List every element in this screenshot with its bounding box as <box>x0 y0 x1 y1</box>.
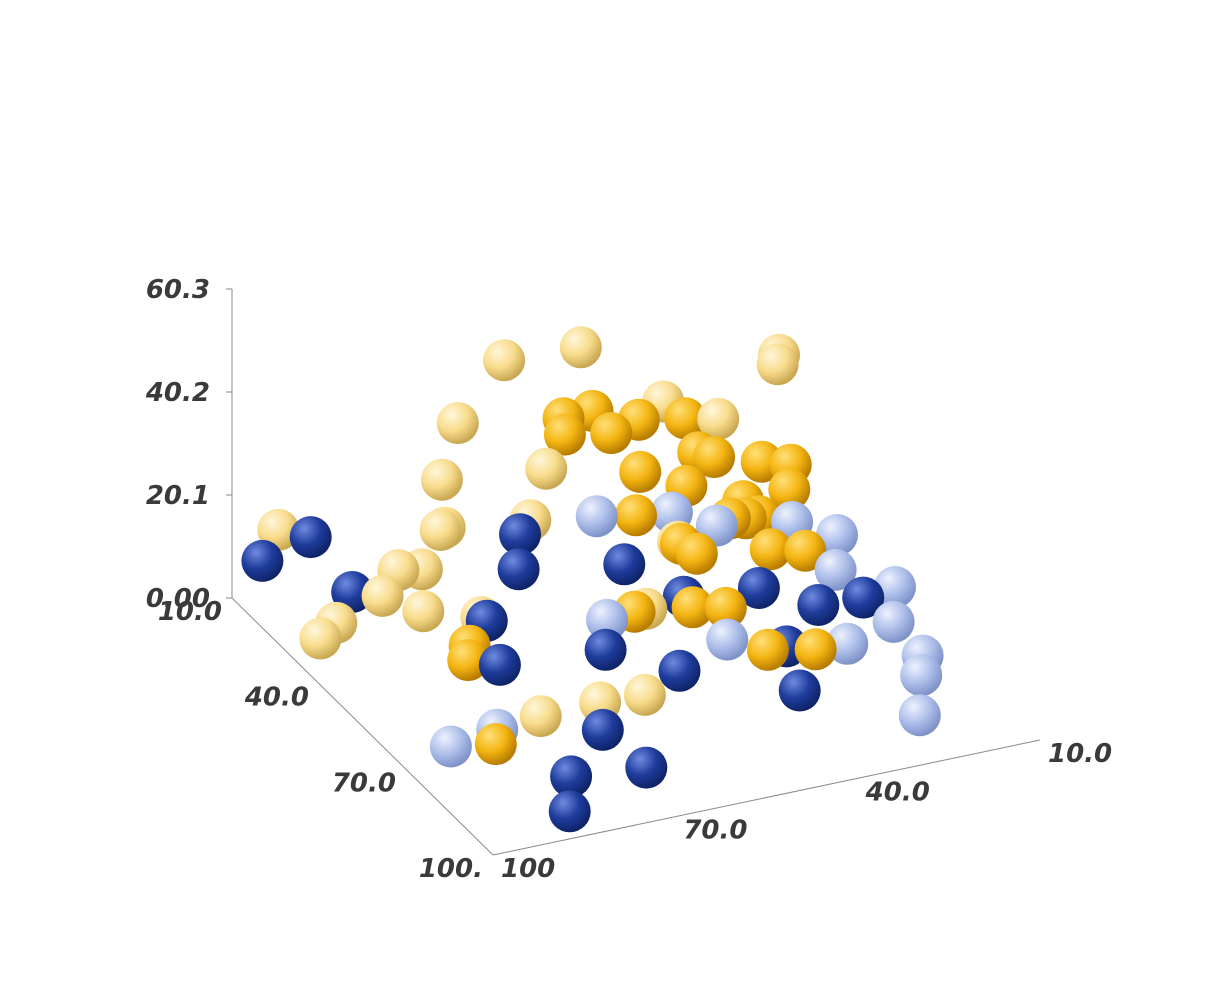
data-point-gold <box>693 436 736 479</box>
data-point-light-blue <box>429 725 472 768</box>
data-point-pale-yellow <box>299 617 342 660</box>
data-point-pale-yellow <box>483 339 526 382</box>
data-point-pale-yellow <box>420 458 463 501</box>
z-tick-label: 60.3 <box>146 275 210 305</box>
data-point-gold <box>768 468 811 511</box>
x-axis-line <box>231 597 494 856</box>
data-point-dark-blue <box>797 584 840 626</box>
data-point-dark-blue <box>778 669 821 712</box>
data-point-light-blue <box>814 548 857 591</box>
data-point-light-blue <box>898 694 941 737</box>
data-point-light-blue <box>586 598 628 641</box>
data-points <box>241 326 944 833</box>
data-point-gold <box>664 397 707 440</box>
data-point-dark-blue <box>842 576 885 619</box>
data-point-pale-yellow <box>756 343 799 386</box>
x-tick-label: 70.0 <box>332 768 396 798</box>
axes <box>226 288 1041 856</box>
data-point-dark-blue <box>737 567 780 609</box>
data-point-light-blue <box>872 600 915 643</box>
y-tick-label: 70.0 <box>683 816 747 846</box>
data-point-light-blue <box>706 618 749 661</box>
data-point-pale-yellow <box>361 574 404 617</box>
data-point-dark-blue <box>581 708 624 751</box>
z-tick-label: 40.2 <box>145 378 210 408</box>
data-point-light-blue <box>874 566 916 608</box>
data-point-dark-blue <box>658 649 701 692</box>
data-point-pale-yellow <box>257 508 300 551</box>
data-point-light-blue <box>816 514 858 556</box>
data-point-light-blue <box>826 622 869 665</box>
data-point-light-blue <box>900 654 943 697</box>
data-point-gold <box>675 532 718 575</box>
data-point-gold <box>704 586 747 629</box>
data-point-gold <box>746 628 789 671</box>
data-point-gold <box>615 494 657 537</box>
data-point-gold <box>590 412 633 455</box>
y-tick-label: 40.0 <box>865 777 930 807</box>
data-point-gold <box>784 529 827 572</box>
data-point-pale-yellow <box>697 397 740 440</box>
data-point-dark-blue <box>497 548 540 591</box>
data-point-dark-blue <box>241 539 284 582</box>
data-point-gold <box>447 639 490 682</box>
data-point-pale-yellow <box>525 447 568 490</box>
data-point-dark-blue <box>548 790 591 833</box>
x-tick-label: 40.0 <box>244 683 309 713</box>
x-tick-label: 10.0 <box>158 597 222 627</box>
tick-labels: 0.00 20.1 40.2 60.3 10.0 40.0 70.0 100. 10.0 40.0… <box>145 275 1112 884</box>
data-point-dark-blue <box>499 513 541 556</box>
data-point-dark-blue <box>584 628 627 671</box>
z-tick-label: 0.00 <box>146 584 210 614</box>
y-axis-line <box>492 739 1041 856</box>
z-tick-label: 20.1 <box>146 481 210 511</box>
y-tick-label: 100 <box>501 854 555 884</box>
data-point-gold <box>749 528 792 571</box>
data-point-dark-blue <box>289 516 332 559</box>
data-point-pale-yellow <box>419 509 462 551</box>
data-point-gold <box>794 628 837 671</box>
data-point-dark-blue <box>550 755 593 798</box>
x-tick-label: 100. <box>419 854 483 884</box>
y-tick-label: 10.0 <box>1048 739 1112 769</box>
data-point-pale-yellow <box>559 326 602 369</box>
data-point-gold <box>543 413 586 456</box>
data-point-gold <box>619 450 662 493</box>
data-point-dark-blue <box>603 543 646 586</box>
data-point-pale-yellow <box>623 673 666 716</box>
data-point-pale-yellow <box>519 695 562 738</box>
data-point-light-blue <box>575 495 618 538</box>
data-point-gold <box>671 586 714 629</box>
data-point-dark-blue <box>625 746 668 789</box>
data-point-dark-blue <box>478 643 521 686</box>
data-point-pale-yellow <box>402 590 445 633</box>
data-point-pale-yellow <box>436 402 479 445</box>
data-point-gold <box>474 723 517 766</box>
